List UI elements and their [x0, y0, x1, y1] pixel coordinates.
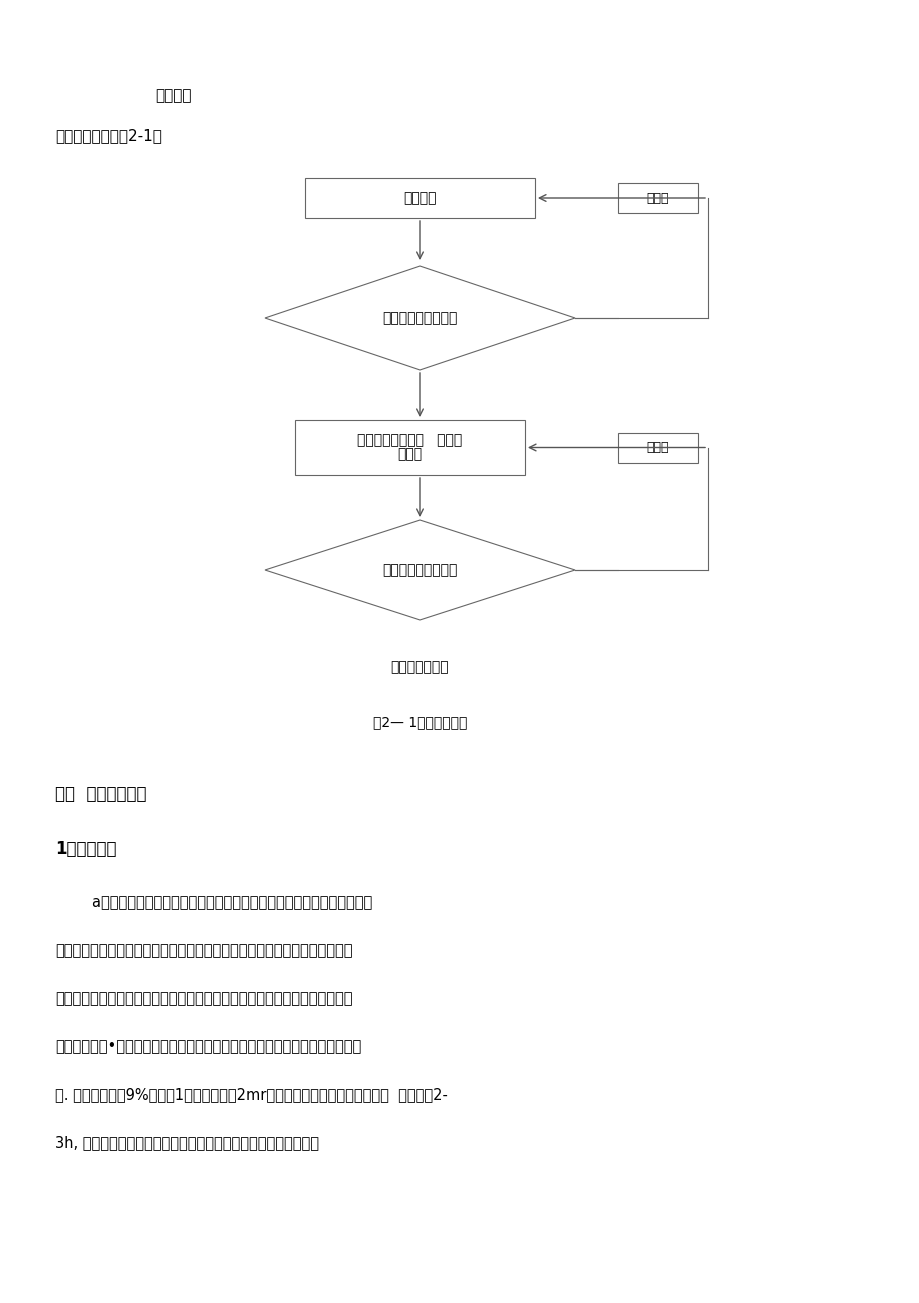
Text: 封胶填压密实•基层表面应当平整、坚实、干燥、无起皮、掉砂、油污等部位存: 封胶填压密实•基层表面应当平整、坚实、干燥、无起皮、掉砂、油污等部位存 — [55, 1038, 361, 1054]
Text: 3h, 若所覆盖的基层表面无水印、紧贴基层一侧的橡胶板物凝结水: 3h, 若所覆盖的基层表面无水印、紧贴基层一侧的橡胶板物凝结水 — [55, 1135, 319, 1151]
Text: 防水保护层施工: 防水保护层施工 — [391, 661, 448, 674]
Text: 表面有凹坑时，应先凿除坑内酥松表面，并用空压机吹扫，干燥后用聚氨酯密: 表面有凹坑时，应先凿除坑内酥松表面，并用空压机吹扫，干燥后用聚氨酯密 — [55, 992, 352, 1006]
FancyBboxPatch shape — [618, 182, 698, 212]
Text: 在. 含水率不大于9%将面积1平方米、厚度2mr的橡胶板覆盖在基层表面，放置  在太阳下2-: 在. 含水率不大于9%将面积1平方米、厚度2mr的橡胶板覆盖在基层表面，放置 在… — [55, 1087, 448, 1102]
Text: 报技术员及监理检验: 报技术员及监理检验 — [382, 311, 457, 324]
Text: 施工工艺流程见图2-1；: 施工工艺流程见图2-1； — [55, 128, 162, 143]
FancyBboxPatch shape — [618, 433, 698, 463]
FancyBboxPatch shape — [305, 179, 535, 218]
Text: 防水材料涂分层、   分块涂: 防水材料涂分层、 分块涂 — [357, 434, 462, 447]
Text: 基层处理: 基层处理 — [403, 192, 437, 205]
Text: 报技术员及监理检验: 报技术员及监理检验 — [382, 563, 457, 577]
Text: 刷施工: 刷施工 — [397, 447, 422, 461]
Text: 1、基层处理: 1、基层处理 — [55, 840, 117, 857]
Text: 不合格: 不合格 — [646, 440, 668, 453]
FancyBboxPatch shape — [295, 420, 525, 476]
Text: 施工流程: 施工流程 — [154, 89, 191, 103]
Text: a、防水层施工前，先将基层表面的尘土、砂浆等杂物清扫干净，基层表: a、防水层施工前，先将基层表面的尘土、砂浆等杂物清扫干净，基层表 — [55, 895, 372, 909]
Text: 三、  施工过程控制: 三、 施工过程控制 — [55, 784, 146, 803]
Text: 不合格: 不合格 — [646, 192, 668, 205]
Polygon shape — [265, 520, 574, 620]
Polygon shape — [265, 266, 574, 370]
Text: 面的突出物应当从根部凿除，并在凿除部位用聚氨酯密封胶刮平密实；当基层: 面的突出物应当从根部凿除，并在凿除部位用聚氨酯密封胶刮平密实；当基层 — [55, 943, 352, 958]
Text: 图2— 1施工工艺流程: 图2— 1施工工艺流程 — [372, 715, 467, 728]
